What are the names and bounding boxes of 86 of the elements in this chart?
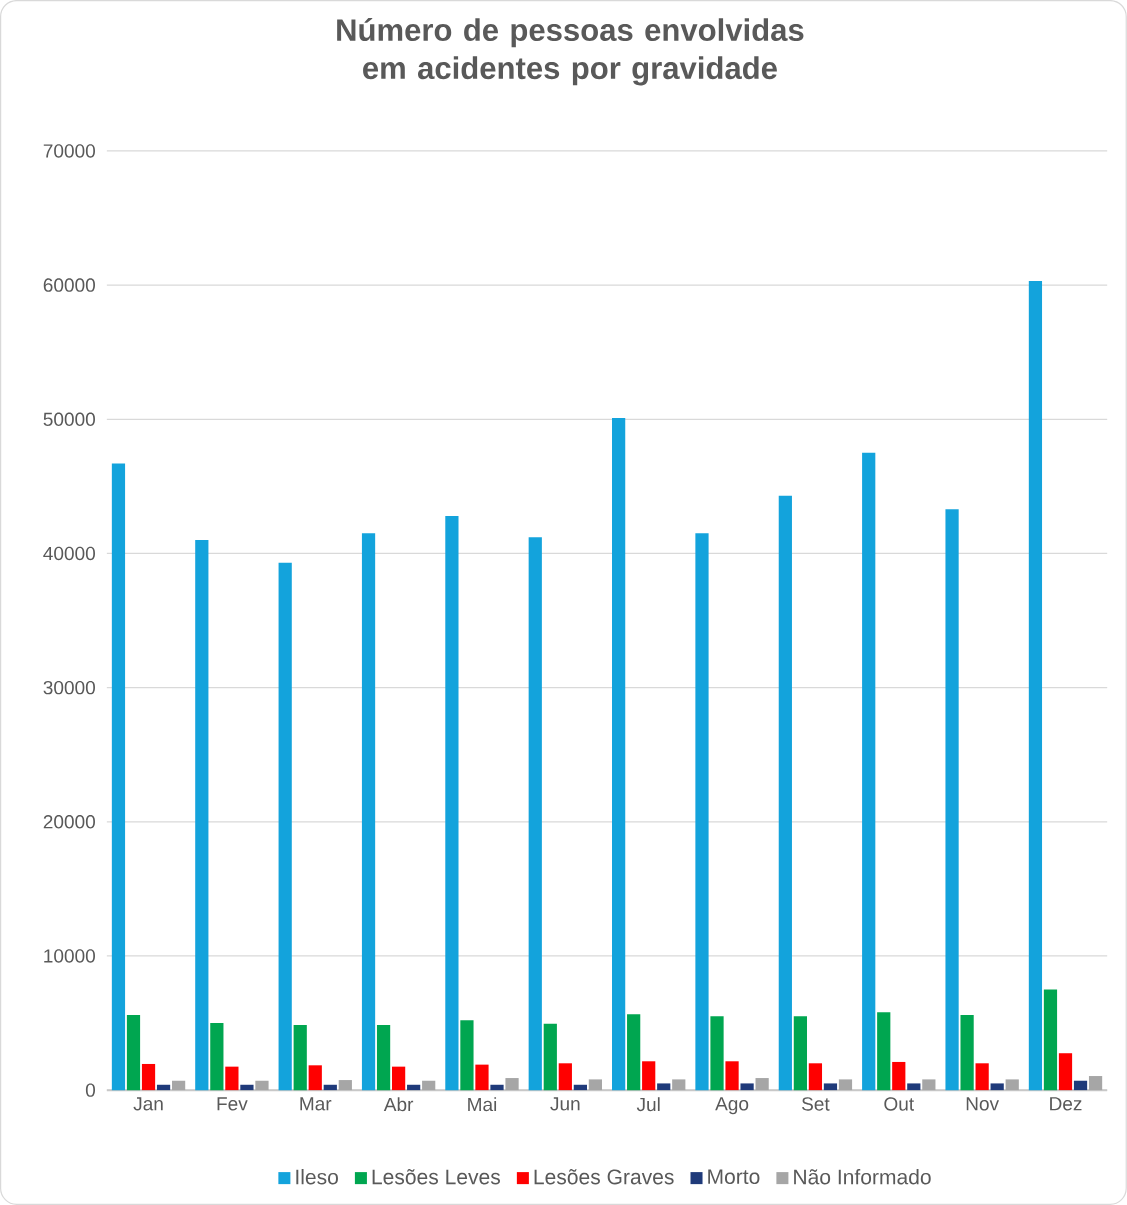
x-tick-label: Out [884, 1097, 915, 1111]
bar [111, 463, 126, 1091]
bar [960, 1014, 974, 1091]
chart-title: Número de pessoas envolvidas em acidentes por gravidade [337, 17, 804, 86]
bar [710, 1016, 724, 1091]
bar [823, 1083, 838, 1091]
bar [1074, 1080, 1088, 1091]
bar [255, 1080, 269, 1091]
legend-label: Não Informado [794, 1168, 931, 1185]
bar [490, 1084, 504, 1091]
bar [907, 1083, 921, 1091]
x-tick-label: Nov [966, 1097, 1000, 1111]
y-tick-label: 70000 [43, 144, 96, 158]
bar [627, 1014, 641, 1091]
bar [142, 1063, 156, 1091]
bar [528, 537, 542, 1091]
bar [740, 1083, 754, 1091]
bar [862, 452, 876, 1091]
x-tick-label: Fev [217, 1097, 248, 1111]
bar [945, 509, 959, 1091]
bar [126, 1014, 141, 1091]
bar [657, 1083, 671, 1091]
y-tick-label: 20000 [43, 815, 96, 829]
bar [323, 1084, 337, 1091]
bar [505, 1078, 519, 1091]
bar [460, 1020, 474, 1091]
bar [975, 1063, 989, 1091]
x-tick-label: Mai [468, 1097, 497, 1112]
bar [793, 1016, 808, 1091]
bar [1043, 989, 1058, 1091]
y-tick-label: 60000 [43, 278, 96, 292]
y-tick-label: 30000 [43, 680, 96, 695]
bar [755, 1078, 769, 1091]
y-tick-label: 40000 [43, 546, 96, 561]
y-tick-label: 10000 [44, 949, 96, 963]
bar [543, 1023, 558, 1091]
legend-label: Ileso [296, 1168, 339, 1185]
x-tick-label: Set [802, 1097, 830, 1111]
x-tick-label: Ago [715, 1097, 749, 1115]
y-tick-label: 0 [86, 1083, 96, 1097]
bar [573, 1084, 588, 1091]
bar [195, 540, 209, 1091]
x-tick-label: Jun [550, 1097, 580, 1111]
bar [1089, 1076, 1103, 1091]
bar [838, 1079, 853, 1091]
bar [377, 1025, 391, 1091]
bar [612, 417, 626, 1091]
bar [445, 515, 459, 1091]
bar [1028, 281, 1043, 1091]
legend-label: Lesões Leves [372, 1169, 501, 1185]
bar [338, 1080, 353, 1091]
x-tick-label: Jul [636, 1097, 660, 1112]
bar [588, 1079, 603, 1091]
x-tick-label: Abr [383, 1097, 414, 1112]
bar [240, 1084, 254, 1091]
legend-label: Lesões Graves [534, 1169, 674, 1185]
bar [922, 1079, 936, 1091]
bar [558, 1063, 573, 1091]
bar [225, 1066, 239, 1091]
legend-label: Morto [708, 1169, 760, 1185]
bar [725, 1061, 739, 1091]
bar [422, 1080, 436, 1091]
bar [695, 533, 709, 1091]
bar [278, 562, 292, 1091]
bar [877, 1012, 891, 1091]
bar [172, 1080, 186, 1091]
bar [210, 1023, 224, 1091]
bar [1005, 1079, 1019, 1091]
bar [892, 1061, 906, 1091]
bar [808, 1063, 823, 1091]
bar [362, 533, 376, 1091]
bar [672, 1079, 686, 1091]
bar [475, 1064, 489, 1091]
bar [308, 1065, 322, 1091]
bar [990, 1083, 1004, 1091]
bar [293, 1025, 307, 1091]
bar [157, 1084, 171, 1091]
bar [392, 1066, 406, 1091]
bar [642, 1061, 656, 1091]
x-tick-label: Jan [133, 1097, 163, 1111]
bar [407, 1084, 421, 1091]
x-tick-label: Dez [1050, 1097, 1082, 1111]
bar [1058, 1053, 1073, 1091]
y-tick-label: 50000 [43, 412, 96, 427]
x-tick-label: Mar [300, 1097, 332, 1111]
bar [778, 495, 793, 1091]
